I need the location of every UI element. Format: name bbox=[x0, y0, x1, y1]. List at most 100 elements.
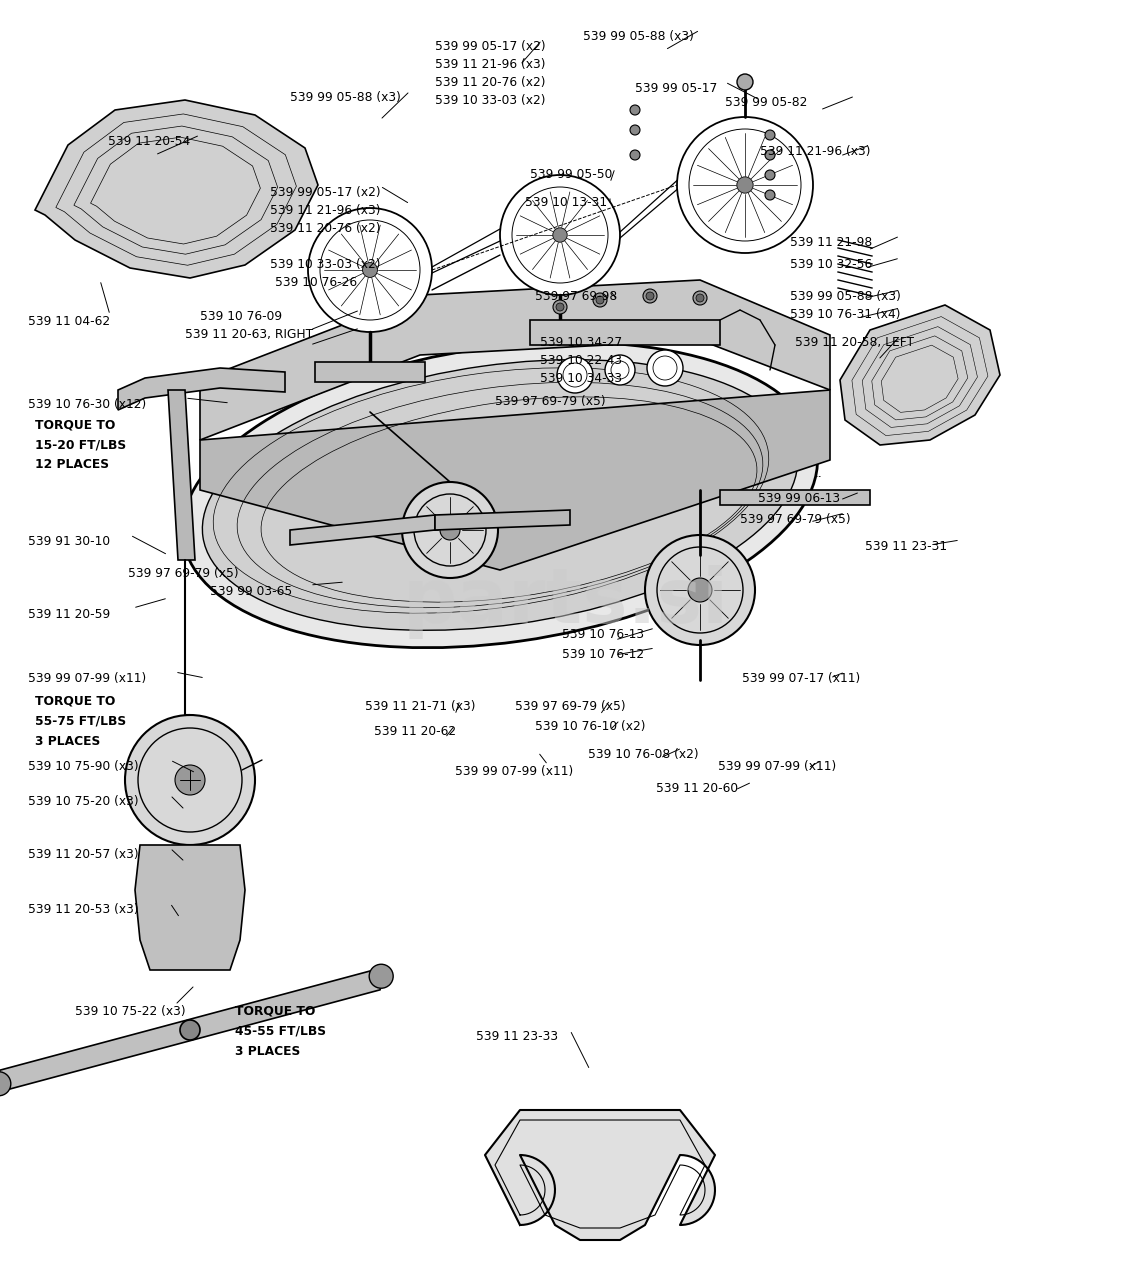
Text: 539 11 20-63, RIGHT: 539 11 20-63, RIGHT bbox=[185, 328, 314, 340]
Text: 539 11 21-96 (x3): 539 11 21-96 (x3) bbox=[760, 145, 871, 157]
Text: 539 99 05-50: 539 99 05-50 bbox=[530, 168, 612, 180]
Circle shape bbox=[175, 765, 205, 795]
Circle shape bbox=[631, 125, 640, 134]
Text: 539 11 20-76 (x2): 539 11 20-76 (x2) bbox=[271, 221, 380, 236]
Text: 539 10 34-27: 539 10 34-27 bbox=[540, 335, 623, 349]
Text: 539 11 20-76 (x2): 539 11 20-76 (x2) bbox=[435, 76, 546, 90]
Text: 15-20 FT/LBS: 15-20 FT/LBS bbox=[35, 438, 126, 451]
Polygon shape bbox=[840, 305, 1000, 445]
Circle shape bbox=[688, 579, 712, 602]
Circle shape bbox=[604, 355, 635, 385]
Text: 539 11 20-53 (x3): 539 11 20-53 (x3) bbox=[28, 902, 138, 916]
Polygon shape bbox=[435, 509, 571, 530]
Text: 539 11 20-57 (x3): 539 11 20-57 (x3) bbox=[28, 847, 138, 861]
Text: 539 99 05-88 (x3): 539 99 05-88 (x3) bbox=[583, 29, 694, 44]
Text: 539 11 21-98: 539 11 21-98 bbox=[790, 236, 873, 250]
Text: 539 10 76-31 (x4): 539 10 76-31 (x4) bbox=[790, 308, 900, 321]
Text: 539 99 07-99 (x11): 539 99 07-99 (x11) bbox=[718, 760, 837, 773]
Text: 539 11 23-33: 539 11 23-33 bbox=[475, 1030, 558, 1043]
Circle shape bbox=[180, 1020, 200, 1039]
Text: 539 10 34-33: 539 10 34-33 bbox=[540, 372, 623, 385]
Circle shape bbox=[765, 150, 775, 160]
Polygon shape bbox=[135, 845, 245, 970]
Text: 539 99 05-88 (x3): 539 99 05-88 (x3) bbox=[290, 91, 401, 104]
Circle shape bbox=[440, 520, 460, 540]
Circle shape bbox=[556, 303, 564, 311]
Text: 539 10 22-43: 539 10 22-43 bbox=[540, 355, 623, 367]
Circle shape bbox=[693, 291, 708, 305]
Circle shape bbox=[125, 716, 255, 845]
Circle shape bbox=[362, 262, 377, 278]
Text: 539 10 32-56: 539 10 32-56 bbox=[790, 259, 873, 271]
Circle shape bbox=[737, 177, 753, 193]
Polygon shape bbox=[484, 1110, 715, 1240]
Text: 539 99 05-82: 539 99 05-82 bbox=[724, 96, 807, 109]
Text: 539 10 76-13: 539 10 76-13 bbox=[561, 628, 644, 641]
Ellipse shape bbox=[203, 360, 798, 630]
Text: 539 10 76-26: 539 10 76-26 bbox=[275, 276, 357, 289]
Text: 539 10 33-03 (x2): 539 10 33-03 (x2) bbox=[435, 93, 546, 108]
Circle shape bbox=[646, 292, 654, 300]
Circle shape bbox=[402, 483, 498, 579]
Text: 539 99 05-17 (x2): 539 99 05-17 (x2) bbox=[435, 40, 546, 52]
Text: 539 99 05-17 (x2): 539 99 05-17 (x2) bbox=[271, 186, 380, 198]
Text: 3 PLACES: 3 PLACES bbox=[235, 1044, 300, 1059]
Text: TORQUE TO: TORQUE TO bbox=[235, 1005, 316, 1018]
Circle shape bbox=[593, 293, 607, 307]
Polygon shape bbox=[200, 390, 830, 570]
Text: 539 10 75-90 (x3): 539 10 75-90 (x3) bbox=[28, 760, 138, 773]
Text: 539 11 21-71 (x3): 539 11 21-71 (x3) bbox=[365, 700, 475, 713]
Text: 539 97 69-79 (x5): 539 97 69-79 (x5) bbox=[515, 700, 626, 713]
Text: 539 99 06-13: 539 99 06-13 bbox=[758, 492, 840, 506]
Polygon shape bbox=[35, 100, 318, 278]
Polygon shape bbox=[315, 362, 424, 381]
Text: 539 99 07-17 (x11): 539 99 07-17 (x11) bbox=[741, 672, 860, 685]
Text: 539 10 76-10 (x2): 539 10 76-10 (x2) bbox=[535, 719, 645, 733]
Text: 539 11 21-96 (x3): 539 11 21-96 (x3) bbox=[435, 58, 546, 70]
Circle shape bbox=[648, 349, 683, 387]
Text: 12 PLACES: 12 PLACES bbox=[35, 458, 109, 471]
Text: 539 10 76-12: 539 10 76-12 bbox=[561, 648, 644, 660]
Text: 539 10 75-20 (x3): 539 10 75-20 (x3) bbox=[28, 795, 138, 808]
Polygon shape bbox=[0, 966, 386, 1093]
Polygon shape bbox=[530, 320, 720, 346]
Circle shape bbox=[0, 1071, 11, 1096]
Text: 539 11 20-62: 539 11 20-62 bbox=[374, 724, 456, 739]
Text: 539 97 69-79 (x5): 539 97 69-79 (x5) bbox=[740, 513, 850, 526]
Text: 539 99 05-88 (x3): 539 99 05-88 (x3) bbox=[790, 291, 901, 303]
Circle shape bbox=[645, 535, 755, 645]
Text: 539 11 20-58, LEFT: 539 11 20-58, LEFT bbox=[795, 335, 914, 349]
Circle shape bbox=[765, 131, 775, 140]
Circle shape bbox=[765, 189, 775, 200]
Text: 539 11 20-60: 539 11 20-60 bbox=[657, 782, 738, 795]
Text: 539 91 30-10: 539 91 30-10 bbox=[28, 535, 110, 548]
Circle shape bbox=[677, 116, 813, 253]
Circle shape bbox=[631, 105, 640, 115]
Circle shape bbox=[737, 74, 753, 90]
Circle shape bbox=[557, 357, 593, 393]
Polygon shape bbox=[290, 515, 435, 545]
Text: 539 10 13-31: 539 10 13-31 bbox=[525, 196, 607, 209]
Circle shape bbox=[369, 964, 393, 988]
Text: 539 11 20-54: 539 11 20-54 bbox=[108, 134, 190, 148]
Polygon shape bbox=[200, 280, 830, 440]
Text: 539 11 04-62: 539 11 04-62 bbox=[28, 315, 110, 328]
Text: 539 99 07-99 (x11): 539 99 07-99 (x11) bbox=[28, 672, 146, 685]
Text: 539 10 75-22 (x3): 539 10 75-22 (x3) bbox=[75, 1005, 186, 1018]
Text: 539 11 21-96 (x3): 539 11 21-96 (x3) bbox=[271, 204, 380, 218]
Circle shape bbox=[597, 296, 604, 303]
Text: 539 10 76-09: 539 10 76-09 bbox=[200, 310, 282, 323]
Circle shape bbox=[643, 289, 657, 303]
Text: 539 97 69-98: 539 97 69-98 bbox=[535, 291, 617, 303]
Text: 539 10 76-30 (x12): 539 10 76-30 (x12) bbox=[28, 398, 146, 411]
Circle shape bbox=[552, 228, 567, 242]
Polygon shape bbox=[168, 390, 195, 561]
Text: 539 11 23-31: 539 11 23-31 bbox=[865, 540, 947, 553]
Text: 539 99 03-65: 539 99 03-65 bbox=[211, 585, 292, 598]
Text: TORQUE TO: TORQUE TO bbox=[35, 419, 115, 431]
Text: TORQUE TO: TORQUE TO bbox=[35, 695, 115, 708]
Text: 539 97 69-79 (x5): 539 97 69-79 (x5) bbox=[495, 396, 606, 408]
Polygon shape bbox=[118, 369, 285, 410]
Circle shape bbox=[631, 150, 640, 160]
Text: 55-75 FT/LBS: 55-75 FT/LBS bbox=[35, 716, 126, 728]
